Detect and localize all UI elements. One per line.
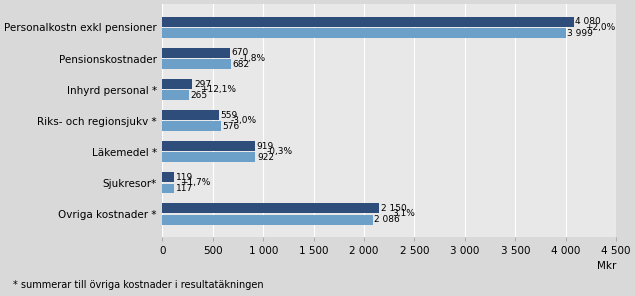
Text: -3,0%: -3,0%	[230, 116, 257, 125]
Bar	[163, 48, 230, 58]
Bar	[163, 110, 219, 120]
Bar	[163, 215, 373, 225]
Text: 3,1%: 3,1%	[392, 210, 415, 218]
Text: 670: 670	[232, 49, 249, 57]
Text: Mkr: Mkr	[596, 261, 616, 271]
Text: -1,8%: -1,8%	[240, 54, 266, 63]
Text: 576: 576	[222, 122, 239, 131]
Bar	[163, 59, 231, 69]
Text: 2 150: 2 150	[381, 204, 406, 213]
Text: -0,3%: -0,3%	[267, 147, 293, 156]
Bar	[163, 121, 220, 131]
Bar	[163, 172, 175, 182]
Text: +2,0%: +2,0%	[585, 23, 615, 32]
Text: 119: 119	[176, 173, 193, 182]
Text: +12,1%: +12,1%	[201, 85, 236, 94]
Text: 265: 265	[190, 91, 208, 100]
Text: 117: 117	[176, 184, 193, 193]
Text: 297: 297	[194, 80, 211, 89]
Text: 3 999: 3 999	[567, 29, 593, 38]
Text: +1,7%: +1,7%	[180, 178, 210, 187]
Text: 559: 559	[220, 111, 237, 120]
Text: 919: 919	[257, 142, 274, 151]
Bar	[163, 28, 566, 38]
Text: 922: 922	[257, 153, 274, 162]
Bar	[163, 141, 255, 151]
Bar	[163, 184, 174, 194]
Text: * summerar till övriga kostnader i resultatäkningen: * summerar till övriga kostnader i resul…	[13, 280, 264, 290]
Bar	[163, 90, 189, 100]
Text: 4 080: 4 080	[575, 17, 601, 26]
Bar	[163, 152, 255, 163]
Bar	[163, 203, 379, 213]
Bar	[163, 79, 192, 89]
Text: 2 086: 2 086	[374, 215, 400, 224]
Bar	[163, 17, 574, 27]
Text: 682: 682	[233, 60, 250, 69]
